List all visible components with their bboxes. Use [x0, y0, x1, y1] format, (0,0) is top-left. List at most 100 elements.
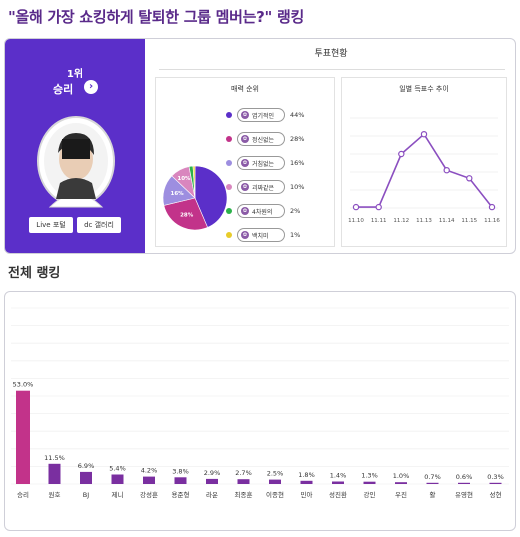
legend-percent: 1% [290, 231, 301, 239]
ranking-bar [395, 482, 407, 484]
x-tick-label: 11.16 [484, 218, 500, 224]
x-tick-label: 11.15 [461, 218, 477, 224]
divider [159, 69, 505, 70]
bar-category-label: 성현 [490, 490, 502, 499]
bar-value-label: 5.4% [109, 465, 126, 473]
legend-dot-icon [226, 136, 232, 142]
bar-value-label: 1.8% [298, 471, 315, 479]
ranking-bar [300, 480, 313, 484]
pie-slice [192, 165, 196, 199]
ranking-bar [143, 476, 155, 484]
ranking-bar [332, 481, 344, 484]
vote-summary-card: 1위 승리 › Live 포털 dc 갤러리 투표현황 매력 순위 28% 16%… [4, 38, 516, 254]
charm-pie-chart: 28% 16% 10% [162, 165, 228, 231]
legend-label: 거침없는 [252, 161, 275, 168]
legend-label: 백치미 [252, 233, 269, 240]
legend-label: 엽기적인 [252, 113, 275, 120]
avatar [37, 116, 115, 208]
legend-dot-icon [226, 184, 232, 190]
daily-trend-box: 일별 득표수 추이 11.10 11.11 11.12 11.13 11.14 11.15… [341, 77, 507, 247]
trend-point [375, 203, 382, 211]
bar-value-label: 1.4% [330, 472, 347, 480]
vote-status-panel: 투표현황 매력 순위 28% 16% 10% ✿ 엽기적인 44% ✿ 정신없는 28% ✿ 거침… [145, 39, 515, 253]
legend-percent: 2% [290, 207, 301, 215]
ranking-bar-chart: 53.0% 승리 11.5% 원호 6.9% BJ 5.4% 제니 4.2% 강성훈 3.8% 용준형… [11, 307, 509, 499]
bar-value-label: 2.9% [204, 469, 221, 477]
trend-line [356, 132, 493, 208]
bar-category-label: 제니 [112, 490, 124, 499]
daily-trend-title: 일별 득표수 추이 [399, 85, 449, 93]
charm-ranking-box: 매력 순위 28% 16% 10% ✿ 엽기적인 44% ✿ 정신없는 28% ✿ 거침없는 16%… [155, 77, 335, 247]
legend-pill[interactable]: ✿ 백치미 [237, 228, 285, 242]
bar-category-label: 용준형 [172, 491, 190, 499]
legend-pill[interactable]: ✿ 정신없는 [237, 132, 285, 146]
bar-category-label: 원호 [49, 490, 61, 499]
legend-dot-icon [226, 208, 232, 214]
legend-dot-icon [226, 160, 232, 166]
ranking-bar [16, 390, 30, 484]
ranking-card: 53.0% 승리 11.5% 원호 6.9% BJ 5.4% 제니 4.2% 강성훈 3.8% 용준형… [4, 291, 516, 531]
rank-label: 1위 [66, 69, 84, 80]
ranking-bar [111, 474, 124, 484]
bar-value-label: 0.6% [456, 473, 473, 481]
legend-pill[interactable]: ✿ 거침없는 [237, 156, 285, 170]
winner-name[interactable]: 승리 [53, 83, 74, 96]
bar-value-label: 53.0% [13, 381, 34, 389]
pie-label: 16% [171, 191, 185, 197]
legend-pill[interactable]: ✿ 괴짜같은 [237, 180, 285, 194]
bar-value-label: 6.9% [78, 462, 95, 470]
pie-slice [194, 165, 228, 228]
daily-trend-chart: 11.10 11.11 11.12 11.13 11.14 11.15 11.16 [348, 117, 500, 224]
bar-value-label: 11.5% [44, 454, 65, 462]
legend-percent: 44% [290, 111, 305, 119]
pie-slice [163, 197, 208, 231]
legend-label: 4차원의 [252, 209, 273, 216]
bar-category-label: 강인 [364, 490, 376, 499]
live-portal-button[interactable]: Live 포털 [29, 217, 73, 233]
legend-percent: 10% [290, 183, 305, 191]
legend-dot-icon [226, 232, 232, 238]
bar-category-label: 우진 [395, 490, 407, 499]
bar-value-label: 2.7% [235, 469, 252, 477]
pie-label: 28% [180, 213, 194, 219]
flower-icon: ✿ [241, 159, 249, 167]
bar-category-label: 승리 [17, 490, 29, 499]
flower-icon: ✿ [241, 183, 249, 191]
ranking-bar [363, 481, 376, 484]
bar-category-label: 민아 [301, 490, 313, 499]
winner-panel: 1위 승리 › Live 포털 dc 갤러리 [5, 39, 145, 253]
bar-category-label: 최종훈 [235, 490, 253, 499]
ranking-bar [269, 479, 281, 484]
legend-pill[interactable]: ✿ 4차원의 [237, 204, 285, 218]
trend-point [443, 166, 450, 174]
bar-value-label: 3.8% [172, 467, 189, 475]
bar-value-label: 0.3% [487, 473, 504, 481]
trend-point [466, 175, 473, 182]
trend-point [398, 150, 405, 158]
flower-icon: ✿ [241, 111, 249, 119]
x-tick-label: 11.11 [371, 218, 387, 224]
x-tick-label: 11.12 [393, 218, 409, 224]
page-title: "올해 가장 쇼킹하게 탈퇴한 그룹 멤버는?" 랭킹 [8, 8, 304, 26]
trend-point [488, 203, 496, 211]
ranking-bar [426, 482, 439, 484]
chevron-right-icon[interactable]: › [84, 80, 98, 94]
ranking-bar [458, 482, 470, 484]
trend-point [420, 131, 428, 138]
bar-value-label: 1.0% [393, 472, 410, 480]
bar-category-label: BJ [83, 491, 89, 499]
ranking-bar [237, 479, 250, 484]
ranking-bar [489, 482, 502, 484]
ranking-section-title: 전체 랭킹 [8, 266, 61, 281]
bar-value-label: 2.5% [267, 470, 284, 478]
flower-icon: ✿ [241, 207, 249, 215]
bar-category-label: 성진환 [329, 490, 347, 499]
bar-category-label: 라운 [206, 490, 218, 499]
dc-gallery-button[interactable]: dc 갤러리 [77, 217, 121, 233]
legend-pill[interactable]: ✿ 엽기적인 [237, 108, 285, 122]
charm-ranking-title: 매력 순위 [231, 85, 259, 93]
bar-category-label: 이종현 [266, 490, 284, 499]
trend-point [352, 203, 360, 211]
flower-icon: ✿ [241, 135, 249, 143]
bar-category-label: 활 [430, 490, 436, 499]
